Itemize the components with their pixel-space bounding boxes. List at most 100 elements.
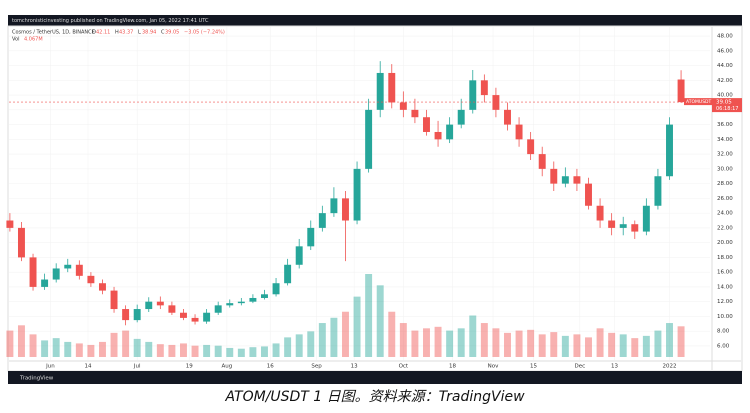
volume-bar (585, 337, 592, 357)
x-tick-label: 13 (611, 364, 618, 370)
candle-body (642, 205, 650, 232)
y-tick-label: 22.00 (717, 225, 733, 231)
volume-bar (249, 347, 257, 357)
volume-bar (64, 341, 72, 357)
volume-bar (145, 341, 153, 357)
candle-body (180, 312, 187, 318)
x-tick-label: Nov (488, 364, 499, 370)
volume-bar (492, 328, 500, 357)
volume-bar (608, 332, 616, 357)
y-tick-label: 36.00 (717, 122, 733, 128)
ohlc-letter: L (138, 30, 141, 36)
x-tick-label: Dec (574, 364, 585, 370)
y-tick-label: 42.00 (717, 78, 733, 84)
volume-bar (17, 325, 25, 357)
volume-bar (330, 317, 338, 357)
candle-body (561, 176, 569, 184)
x-tick-label: 13 (351, 364, 358, 370)
volume-value: 4.067M (24, 37, 43, 43)
volume-bar (457, 328, 465, 357)
y-tick-label: 44.00 (717, 63, 733, 69)
candle-body (480, 80, 488, 96)
y-tick-label: 34.00 (717, 137, 733, 143)
price-tag (684, 98, 712, 106)
volume-bar (538, 334, 546, 357)
x-tick-label: 14 (85, 364, 92, 370)
volume-bar (307, 331, 315, 357)
candle-body (6, 220, 14, 228)
volume-bar (677, 326, 685, 357)
candle-body (110, 290, 118, 310)
candle-body (249, 297, 257, 302)
candle-body (98, 283, 106, 291)
volume-bar (52, 338, 60, 357)
candle-body (284, 264, 292, 284)
candle-body (666, 124, 673, 177)
x-tick-label: Aug (221, 364, 232, 370)
volume-bar (87, 344, 95, 357)
countdown: 06:18:17 (716, 106, 738, 112)
y-tick-label: 6.00 (717, 343, 730, 349)
price-tag-name: ATOMUSDT (686, 99, 712, 105)
volume-bar (573, 334, 581, 357)
volume-bar (399, 323, 407, 357)
candle-body (342, 198, 349, 221)
x-tick-label: Sep (311, 364, 322, 370)
x-tick-label: 16 (267, 364, 274, 370)
candle-body (295, 246, 303, 265)
volume-bar (376, 285, 384, 357)
volume-bar (480, 323, 488, 357)
volume-bar (75, 343, 83, 357)
candle-body (64, 264, 72, 269)
ohlc-letter: C (161, 30, 165, 36)
volume-bar (203, 344, 211, 357)
price-tag (712, 98, 742, 113)
candle-body (376, 72, 384, 110)
volume-bar (619, 334, 627, 357)
volume-bar (666, 323, 673, 357)
candle-body (654, 176, 662, 206)
candle-body (203, 312, 211, 322)
price-tag-value: 39.05 (716, 100, 732, 106)
volume-bar (446, 330, 454, 357)
candle-body (504, 109, 511, 125)
x-tick-label: 15 (530, 364, 537, 370)
volume-bar (226, 347, 234, 357)
candle-body (677, 79, 685, 103)
footer-bar (8, 371, 742, 384)
volume-bar (411, 330, 419, 357)
candle-body (122, 309, 130, 321)
volume-bar (237, 348, 245, 357)
x-tick-label: 18 (449, 364, 456, 370)
y-tick-label: 48.00 (717, 34, 733, 40)
y-tick-label: 30.00 (717, 166, 733, 172)
y-tick-label: 28.00 (717, 181, 733, 187)
volume-bar (527, 329, 535, 357)
volume-bar (434, 326, 442, 357)
candle-body (585, 183, 592, 206)
volume-bar (295, 334, 303, 357)
candle-body (619, 224, 627, 228)
candle-body (29, 257, 37, 287)
change: −3.05 (−7.24%) (184, 30, 225, 36)
y-tick-label: 46.00 (717, 48, 733, 54)
candle-body (388, 72, 396, 103)
volume-bar (214, 345, 222, 357)
candle-body (75, 264, 83, 276)
symbol: Cosmos / TetherUS, 1D, BINANCE (12, 30, 95, 36)
candle-body (631, 224, 639, 232)
candle-body (17, 227, 25, 258)
volume-bar (342, 311, 349, 357)
candle-body (307, 227, 315, 247)
x-tick-label: 19 (186, 364, 193, 370)
candle-body (87, 275, 95, 284)
volume-bar (110, 332, 118, 357)
ohlc-letter: O (92, 30, 96, 36)
volume-bar (29, 334, 37, 357)
candle-body (133, 309, 141, 321)
candle-body (446, 124, 454, 140)
ohlc-value: 42.11 (96, 30, 110, 36)
volume-bar (550, 332, 558, 357)
volume-bar (469, 315, 477, 357)
